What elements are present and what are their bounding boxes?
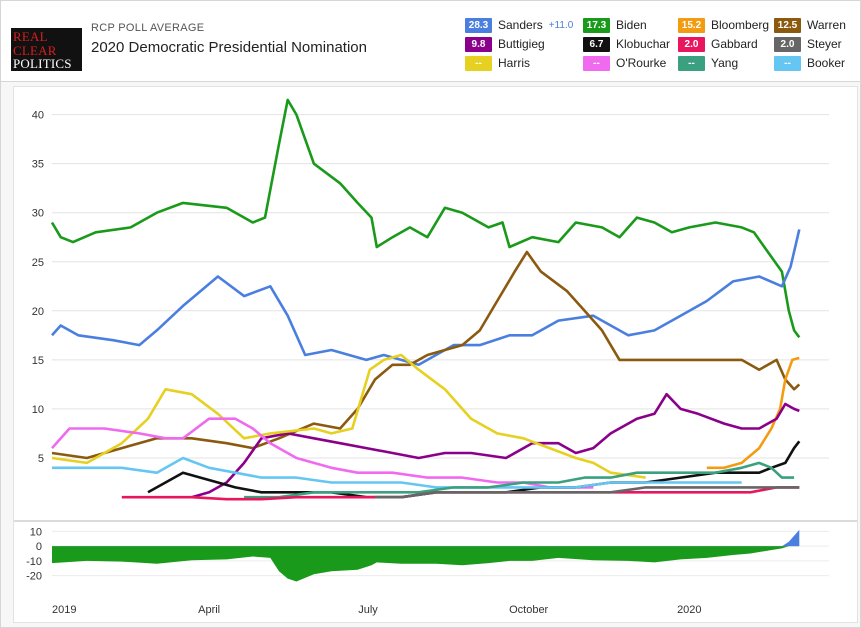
x-tick-label: April	[198, 604, 220, 616]
legend: 28.3 Sanders +11.0 17.3 Biden 15.2 Bloomberg 12…	[465, 13, 853, 73]
legend-label: Gabbard	[711, 37, 758, 51]
legend-value-badge: --	[678, 55, 705, 71]
y-tick-label: 5	[38, 453, 44, 465]
legend-value-badge: 12.5	[774, 17, 801, 33]
legend-item[interactable]: 15.2 Bloomberg	[678, 16, 769, 34]
spread-y-tick-label: 0	[36, 541, 42, 553]
legend-label: Warren	[807, 18, 846, 32]
legend-value-badge: 6.7	[583, 36, 610, 52]
legend-label: Buttigieg	[498, 37, 545, 51]
legend-value-badge: 2.0	[774, 36, 801, 52]
header-subtitle: RCP POLL AVERAGE	[91, 22, 205, 34]
legend-label: Sanders	[498, 18, 543, 32]
series-line-yang	[244, 461, 795, 499]
legend-label: Klobuchar	[616, 37, 671, 51]
logo-line-1: REAL	[13, 29, 48, 44]
series-line-buttigieg	[191, 392, 800, 499]
legend-value-badge: --	[583, 55, 610, 71]
legend-label: Booker	[807, 56, 846, 70]
page-title: 2020 Democratic Presidential Nomination	[91, 39, 367, 56]
spread-area-negative	[52, 546, 800, 582]
legend-label: O'Rourke	[616, 56, 667, 70]
spread-y-tick-label: -20	[26, 571, 42, 583]
legend-item[interactable]: -- Yang	[678, 54, 738, 72]
x-tick-label: July	[358, 604, 378, 616]
y-tick-label: 10	[32, 404, 44, 416]
series-line-booker	[52, 456, 742, 489]
legend-label: Harris	[498, 56, 530, 70]
legend-value-badge: 9.8	[465, 36, 492, 52]
legend-item[interactable]: 2.0 Steyer	[774, 35, 842, 53]
legend-label: Steyer	[807, 37, 842, 51]
y-tick-label: 15	[32, 355, 44, 367]
legend-item[interactable]: -- Harris	[465, 54, 530, 72]
legend-item[interactable]: 9.8 Buttigieg	[465, 35, 545, 53]
y-tick-label: 25	[32, 257, 44, 269]
y-tick-label: 35	[32, 159, 44, 171]
legend-label: Biden	[616, 18, 647, 32]
legend-label: Yang	[711, 56, 739, 70]
chart-svg[interactable]: 5 10 15 20 25 30 35 40 10 0 -10 -20 2019 April July Oct…	[14, 87, 857, 622]
chart-panel: 5 10 15 20 25 30 35 40 10 0 -10 -20 2019 April July Oct…	[13, 86, 858, 623]
logo-line-3: POLITICS	[13, 56, 72, 71]
x-tick-label: October	[509, 604, 548, 616]
legend-item[interactable]: 28.3 Sanders +11.0	[465, 16, 573, 34]
rcp-logo[interactable]: REAL CLEAR POLITICS	[11, 28, 82, 71]
legend-spread: +11.0	[548, 19, 574, 31]
series-line-harris	[51, 353, 646, 479]
legend-value-badge: 15.2	[678, 17, 705, 33]
x-tick-label: 2020	[677, 604, 701, 616]
legend-item[interactable]: 17.3 Biden	[583, 16, 647, 34]
y-tick-label: 40	[32, 110, 44, 122]
series-line-orourke	[51, 417, 594, 489]
legend-item[interactable]: 12.5 Warren	[774, 16, 846, 34]
legend-value-badge: 2.0	[678, 36, 705, 52]
legend-item[interactable]: -- O'Rourke	[583, 54, 666, 72]
legend-item[interactable]: -- Booker	[774, 54, 845, 72]
legend-item[interactable]: 6.7 Klobuchar	[583, 35, 670, 53]
logo-line-2: CLEAR	[13, 42, 57, 58]
legend-label: Bloomberg	[711, 18, 770, 32]
x-tick-label: 2019	[52, 604, 76, 616]
legend-item[interactable]: 2.0 Gabbard	[678, 35, 758, 53]
spread-y-tick-label: 10	[30, 526, 42, 538]
series-line-sanders	[51, 229, 801, 367]
chart-header: REAL CLEAR POLITICS RCP POLL AVERAGE 202…	[1, 1, 860, 82]
series-line-steyer	[375, 486, 800, 499]
y-tick-label: 20	[32, 306, 44, 318]
legend-value-badge: --	[774, 55, 801, 71]
series-line-klobuchar	[147, 440, 801, 499]
series-line-biden	[50, 98, 801, 339]
legend-value-badge: 28.3	[465, 17, 492, 33]
spread-area-positive	[52, 529, 800, 547]
series-line-bloomberg	[706, 356, 800, 470]
spread-y-tick-label: -10	[26, 556, 42, 568]
legend-value-badge: 17.3	[583, 17, 610, 33]
series-line-warren	[51, 250, 801, 460]
y-tick-label: 30	[32, 208, 44, 220]
legend-value-badge: --	[465, 55, 492, 71]
